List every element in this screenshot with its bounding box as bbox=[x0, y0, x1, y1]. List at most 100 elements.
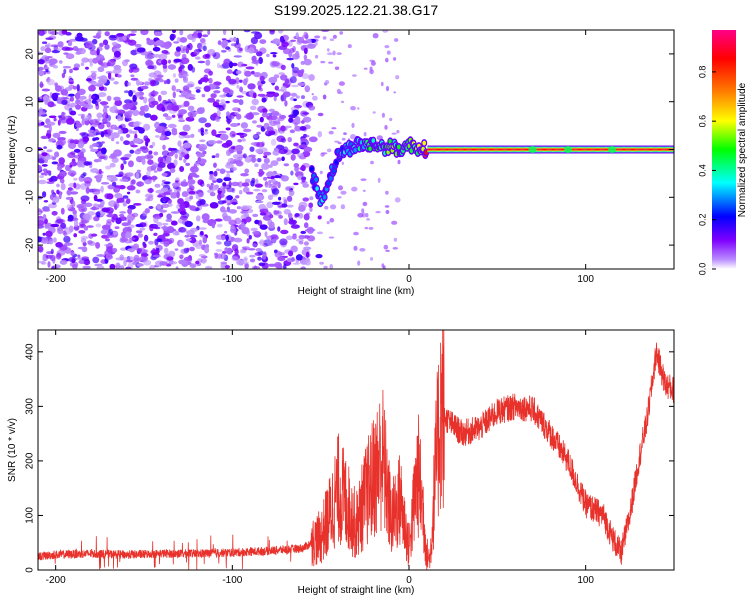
noise-speckle bbox=[235, 70, 242, 75]
noise-speckle bbox=[238, 99, 244, 106]
signal-band bbox=[583, 148, 585, 151]
noise-speckle bbox=[286, 195, 293, 202]
noise-speckle bbox=[227, 115, 235, 120]
signal-band bbox=[460, 148, 462, 151]
noise-speckle bbox=[254, 31, 263, 40]
noise-speckle bbox=[104, 44, 110, 50]
noise-speckle bbox=[244, 262, 249, 269]
noise-speckle bbox=[201, 213, 210, 221]
noise-speckle bbox=[242, 186, 250, 193]
noise-speckle bbox=[104, 31, 110, 37]
noise-speckle bbox=[65, 47, 74, 51]
noise-speckle bbox=[163, 181, 171, 185]
noise-speckle bbox=[82, 265, 91, 269]
noise-speckle bbox=[113, 81, 119, 85]
signal-band bbox=[474, 148, 476, 151]
signal-band bbox=[435, 148, 438, 151]
noise-speckle bbox=[98, 78, 107, 85]
noise-speckle bbox=[42, 191, 47, 198]
noise-speckle bbox=[337, 196, 342, 199]
noise-speckle bbox=[145, 138, 151, 143]
noise-speckle bbox=[285, 235, 293, 241]
noise-speckle bbox=[176, 191, 180, 199]
noise-speckle bbox=[303, 246, 312, 250]
signal-band bbox=[434, 148, 437, 151]
noise-speckle bbox=[363, 132, 367, 137]
noise-speckle bbox=[278, 72, 285, 75]
signal-blob bbox=[564, 146, 572, 153]
signal-band bbox=[491, 148, 493, 151]
signal-band bbox=[443, 148, 445, 151]
noise-speckle bbox=[177, 140, 182, 147]
noise-speckle bbox=[124, 102, 134, 109]
signal-band bbox=[638, 148, 640, 151]
noise-speckle bbox=[303, 213, 310, 221]
noise-speckle bbox=[207, 140, 217, 145]
signal-band bbox=[634, 148, 636, 151]
noise-speckle bbox=[226, 195, 233, 201]
noise-speckle bbox=[43, 146, 47, 149]
noise-speckle bbox=[298, 240, 304, 245]
noise-speckle bbox=[295, 95, 300, 99]
noise-speckle bbox=[295, 254, 303, 261]
noise-speckle bbox=[42, 41, 48, 44]
signal-band bbox=[507, 148, 510, 151]
noise-speckle bbox=[65, 164, 70, 172]
noise-speckle bbox=[40, 135, 49, 139]
noise-speckle bbox=[111, 157, 119, 163]
noise-speckle bbox=[175, 88, 182, 92]
signal-blob bbox=[322, 194, 327, 200]
noise-speckle bbox=[185, 47, 189, 54]
signal-band bbox=[639, 148, 641, 151]
noise-speckle bbox=[237, 108, 241, 112]
noise-speckle bbox=[113, 231, 118, 235]
noise-speckle bbox=[86, 225, 94, 228]
noise-speckle bbox=[257, 256, 262, 261]
noise-speckle bbox=[304, 85, 311, 93]
signal-band bbox=[601, 148, 603, 151]
noise-speckle bbox=[175, 266, 179, 269]
noise-speckle bbox=[350, 106, 356, 111]
signal-band bbox=[547, 148, 549, 151]
noise-speckle bbox=[61, 119, 68, 123]
noise-speckle bbox=[240, 249, 244, 254]
noise-speckle bbox=[156, 166, 163, 172]
noise-speckle bbox=[240, 173, 249, 177]
noise-speckle bbox=[149, 223, 159, 229]
noise-speckle bbox=[179, 210, 187, 215]
noise-speckle bbox=[77, 160, 83, 168]
noise-speckle bbox=[247, 248, 256, 251]
noise-speckle bbox=[117, 74, 122, 78]
noise-speckle bbox=[267, 263, 277, 267]
noise-speckle bbox=[129, 63, 138, 70]
noise-speckle bbox=[260, 80, 266, 85]
noise-speckle bbox=[182, 124, 191, 132]
noise-speckle bbox=[154, 135, 160, 138]
noise-speckle bbox=[75, 99, 81, 105]
signal-band bbox=[553, 148, 556, 151]
noise-speckle bbox=[203, 131, 209, 135]
noise-speckle bbox=[303, 47, 308, 54]
signal-band bbox=[571, 148, 574, 151]
noise-speckle bbox=[294, 213, 300, 217]
noise-speckle bbox=[263, 151, 272, 156]
noise-speckle bbox=[291, 63, 295, 69]
noise-speckle bbox=[236, 84, 240, 89]
signal-band bbox=[624, 148, 627, 151]
noise-speckle bbox=[38, 111, 47, 116]
noise-speckle bbox=[57, 227, 64, 235]
noise-speckle bbox=[38, 179, 47, 185]
signal-band bbox=[586, 148, 588, 151]
noise-speckle bbox=[291, 256, 295, 262]
noise-speckle bbox=[106, 214, 114, 218]
signal-band bbox=[457, 148, 459, 151]
noise-speckle bbox=[166, 226, 175, 234]
noise-speckle bbox=[185, 162, 191, 166]
noise-speckle bbox=[91, 99, 97, 104]
noise-speckle bbox=[236, 259, 245, 266]
noise-speckle bbox=[165, 116, 172, 121]
signal-band bbox=[516, 148, 518, 151]
noise-speckle bbox=[183, 134, 192, 139]
noise-speckle bbox=[223, 177, 232, 182]
noise-speckle bbox=[360, 178, 367, 181]
